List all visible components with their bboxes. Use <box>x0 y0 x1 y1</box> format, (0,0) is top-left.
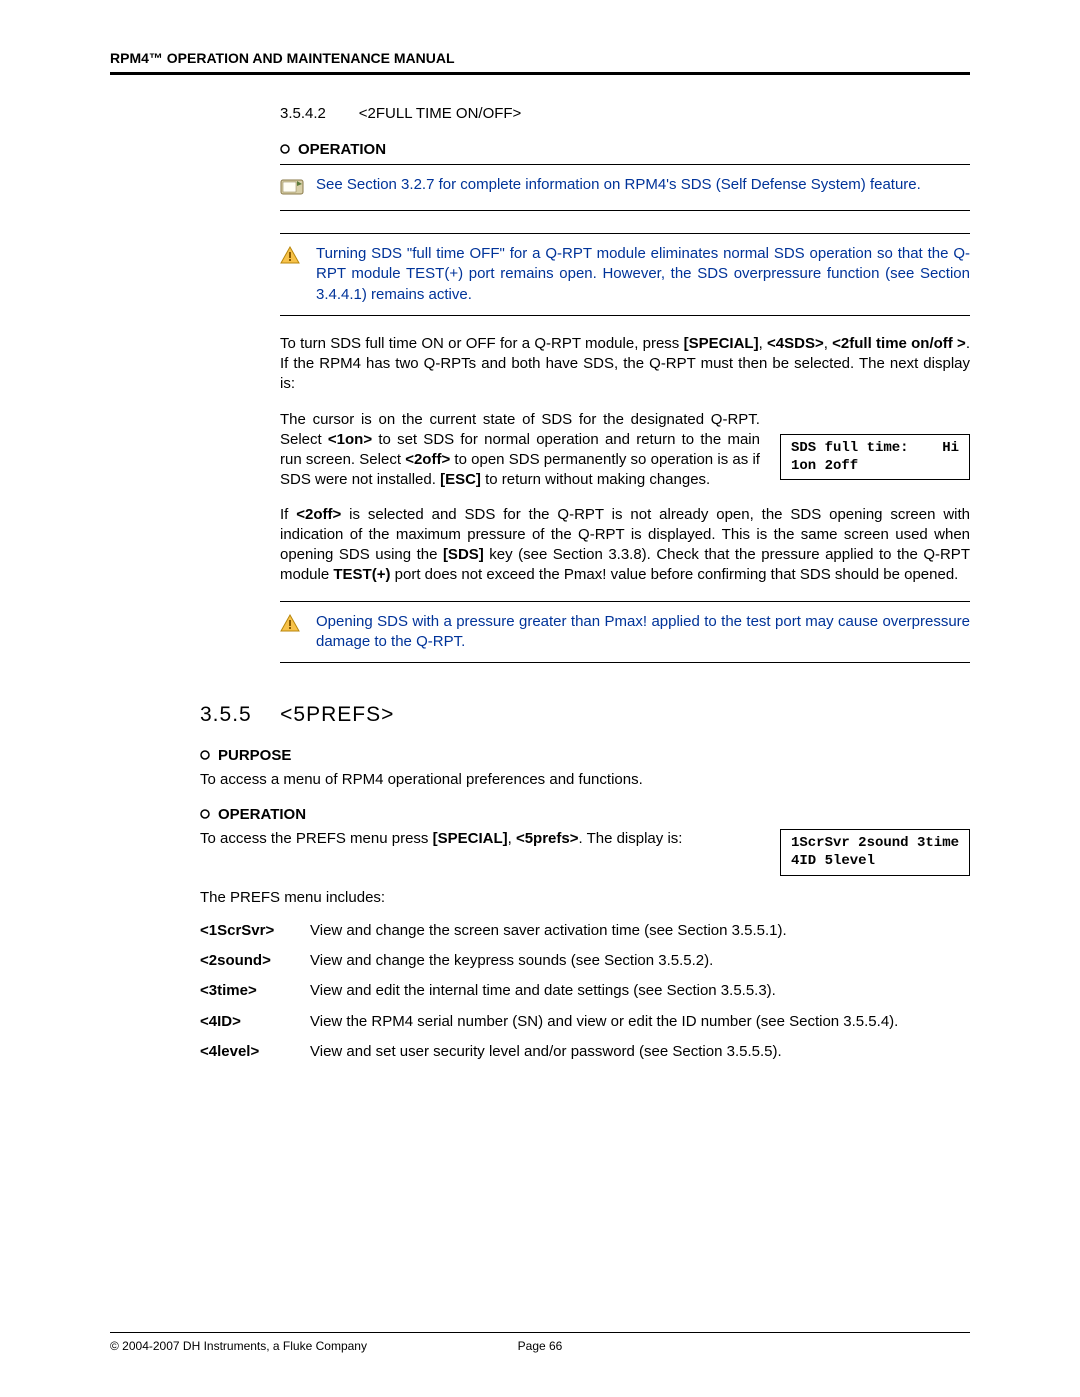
rule <box>280 601 970 602</box>
prefs-menu-table: <1ScrSvr> View and change the screen sav… <box>200 916 970 1067</box>
operation-heading: OPERATION <box>280 141 970 158</box>
paragraph: To access a menu of RPM4 operational pre… <box>200 770 970 790</box>
menu-key: <1ScrSvr> <box>200 916 310 946</box>
note-text: See Section 3.2.7 for complete informati… <box>316 175 970 195</box>
menu-key: <2sound> <box>200 946 310 976</box>
menu-key: <4ID> <box>200 1007 310 1037</box>
paragraph: If <2off> is selected and SDS for the Q-… <box>280 505 970 586</box>
section-title: <2FULL TIME ON/OFF> <box>359 105 522 122</box>
warning-text: Turning SDS "full time OFF" for a Q-RPT … <box>316 244 970 305</box>
bullet-icon <box>280 141 290 158</box>
menu-key: <4level> <box>200 1037 310 1067</box>
rule <box>280 233 970 234</box>
cursor-row: The cursor is on the current state of SD… <box>280 410 970 491</box>
header-rule <box>110 72 970 75</box>
table-row: <4ID> View the RPM4 serial number (SN) a… <box>200 1007 970 1037</box>
page-footer: © 2004-2007 DH Instruments, a Fluke Comp… <box>110 1332 970 1353</box>
display-screen: SDS full time: Hi 1on 2off <box>780 434 970 480</box>
menu-desc: View and set user security level and/or … <box>310 1037 970 1067</box>
bullet-icon <box>200 747 210 764</box>
footer-page: Page 66 <box>518 1339 563 1353</box>
table-row: <2sound> View and change the keypress so… <box>200 946 970 976</box>
section-3542: 3.5.4.2 <2FULL TIME ON/OFF> OPERATION <box>280 105 970 663</box>
note-icon <box>280 177 302 193</box>
table-row: <4level> View and set user security leve… <box>200 1037 970 1067</box>
menu-key: <3time> <box>200 976 310 1006</box>
menu-desc: View and change the keypress sounds (see… <box>310 946 970 976</box>
paragraph: The PREFS menu includes: <box>200 888 970 908</box>
footer-copyright: © 2004-2007 DH Instruments, a Fluke Comp… <box>110 1339 367 1353</box>
operation-heading: OPERATION <box>200 806 970 823</box>
operation-row: To access the PREFS menu press [SPECIAL]… <box>200 829 970 875</box>
rule <box>280 662 970 663</box>
table-row: <3time> View and edit the internal time … <box>200 976 970 1006</box>
warning-icon <box>280 619 300 636</box>
rule <box>280 210 970 211</box>
table-row: <1ScrSvr> View and change the screen sav… <box>200 916 970 946</box>
warning-icon <box>280 251 300 268</box>
paragraph: The cursor is on the current state of SD… <box>280 410 760 491</box>
display-screen: 1ScrSvr 2sound 3time 4ID 5level <box>780 829 970 875</box>
paragraph: To access the PREFS menu press [SPECIAL]… <box>200 829 760 849</box>
section-number: 3.5.4.2 <box>280 105 326 122</box>
rule <box>280 164 970 165</box>
menu-desc: View and change the screen saver activat… <box>310 916 970 946</box>
section-355: 3.5.5 <5PREFS> PURPOSE To access a menu … <box>200 703 970 1067</box>
rule <box>280 315 970 316</box>
paragraph: To turn SDS full time ON or OFF for a Q-… <box>280 334 970 395</box>
header-title: RPM4™ OPERATION AND MAINTENANCE MANUAL <box>110 50 970 66</box>
section-title: <5PREFS> <box>280 703 394 726</box>
warning-text: Opening SDS with a pressure greater than… <box>316 612 970 653</box>
menu-desc: View and edit the internal time and date… <box>310 976 970 1006</box>
section-number: 3.5.5 <box>200 703 252 726</box>
menu-desc: View the RPM4 serial number (SN) and vie… <box>310 1007 970 1037</box>
purpose-heading: PURPOSE <box>200 747 970 764</box>
bullet-icon <box>200 806 210 823</box>
